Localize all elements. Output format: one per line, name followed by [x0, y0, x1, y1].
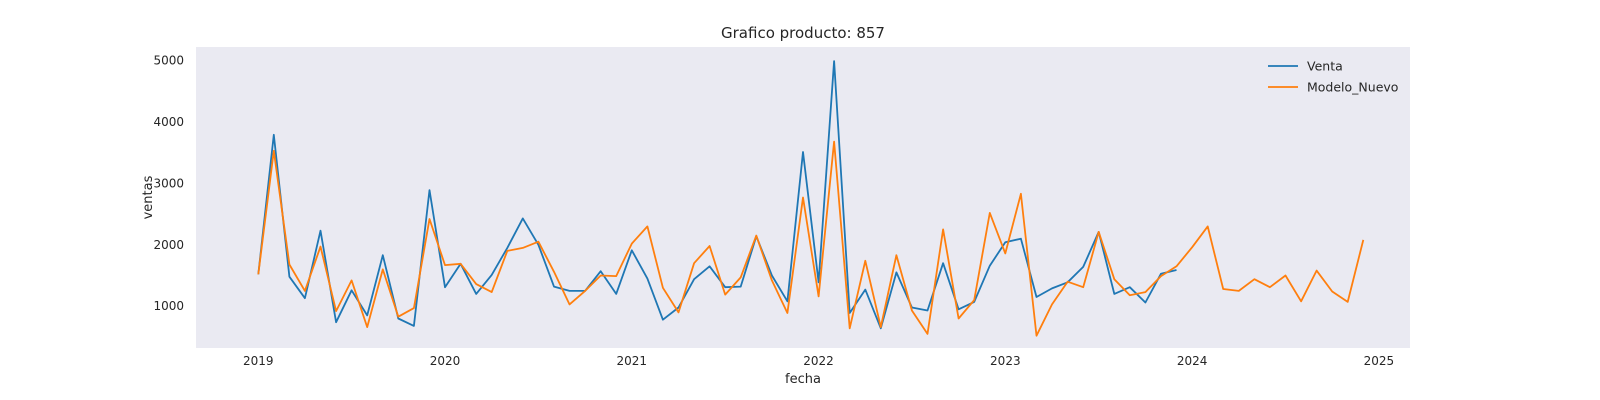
chart-title: Grafico producto: 857 — [721, 24, 885, 42]
x-tick-label: 2020 — [430, 354, 461, 368]
y-axis-ticks: 1000 2000 3000 4000 5000 — [153, 54, 184, 314]
y-tick-label: 2000 — [153, 238, 184, 252]
x-tick-label: 2021 — [617, 354, 648, 368]
x-tick-label: 2022 — [803, 354, 834, 368]
series-lines — [257, 60, 1365, 337]
y-tick-label: 3000 — [153, 176, 184, 190]
series-line-modelo-nuevo — [257, 140, 1365, 337]
x-tick-label: 2023 — [990, 354, 1021, 368]
y-tick-label: 5000 — [153, 54, 184, 68]
legend-label: Modelo_Nuevo — [1307, 80, 1398, 95]
series-line-venta — [257, 60, 1177, 330]
x-axis-ticks: 2019 2020 2021 2022 2023 2024 2025 — [243, 354, 1394, 368]
legend: Venta Modelo_Nuevo — [1268, 59, 1398, 95]
x-tick-label: 2025 — [1364, 354, 1395, 368]
legend-label: Venta — [1307, 59, 1343, 74]
y-tick-label: 1000 — [153, 299, 184, 313]
x-tick-label: 2019 — [243, 354, 274, 368]
x-axis-label: fecha — [785, 372, 821, 387]
y-axis-label: ventas — [141, 175, 156, 219]
x-tick-label: 2024 — [1177, 354, 1208, 368]
y-tick-label: 4000 — [153, 115, 184, 129]
